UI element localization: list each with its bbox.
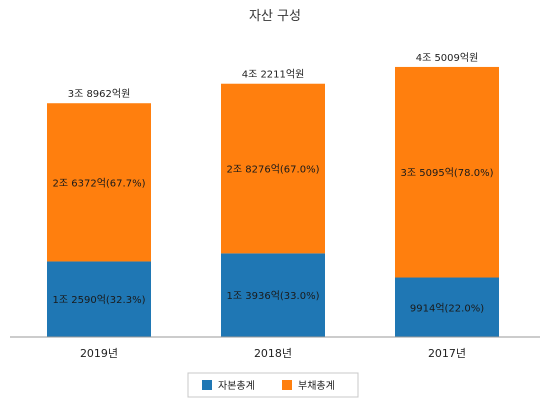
legend: 자본총계 부채총계 [202,380,335,392]
bars-layer: 1조 2590억(32.3%) 2조 6372억(67.7%) 3조 8962억원 1… [47,52,499,337]
data-label: 9914억(22.0%) [410,302,484,314]
x-tick-label: 2017년 [428,347,466,360]
data-label: 1조 2590억(32.3%) [53,294,146,306]
bar-segment-liabilities [395,66,499,278]
legend-label-liabilities: 부채총계 [298,380,335,392]
bar-segment-equity [221,253,325,337]
x-tick-label: 2019년 [80,347,118,360]
x-tick-label: 2018년 [254,347,292,360]
legend-box [187,372,359,398]
data-label: 1조 3936억(33.0%) [227,290,320,302]
total-label: 4조 2211억원 [242,69,305,81]
bar-segment-equity [47,261,151,337]
chart-title: 자산 구성 [249,9,301,24]
data-label: 2조 8276억(67.0%) [227,164,320,176]
bar-segment-liabilities [221,83,325,254]
total-label: 3조 8962억원 [68,88,131,100]
legend-swatch-liabilities [282,380,292,390]
total-label: 4조 5009억원 [416,52,479,64]
legend-swatch-equity [202,380,212,390]
legend-label-equity: 자본총계 [218,380,255,392]
x-tick-labels: 2019년 2018년 2017년 [80,347,466,360]
bar-segment-liabilities [47,103,151,262]
data-label: 2조 6372억(67.7%) [53,177,146,189]
data-label: 3조 5095억(78.0%) [401,167,494,179]
bar-segment-equity [395,277,499,337]
